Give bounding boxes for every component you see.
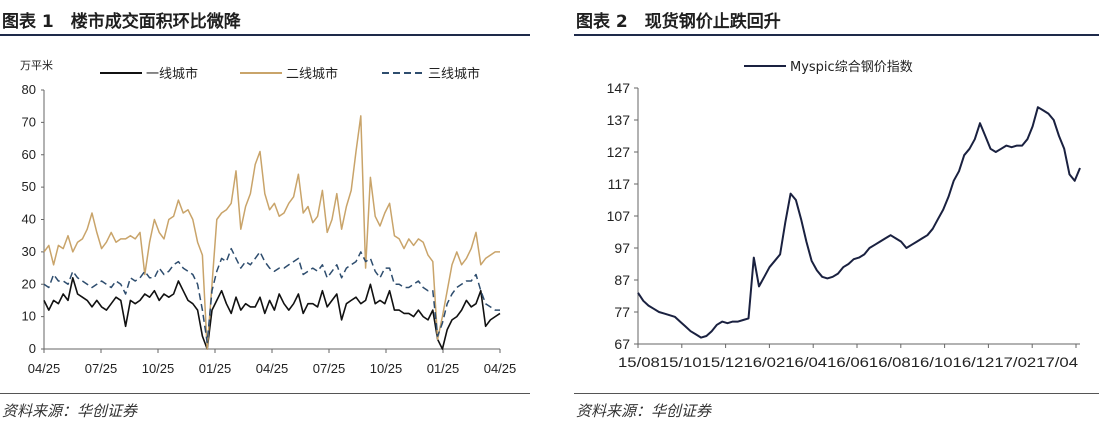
left-x-tick-label: 04/25: [484, 361, 517, 376]
right-y-tick-label: 127: [607, 144, 631, 160]
left-y-tick-label: 40: [22, 212, 36, 227]
right-y-tick-label: 77: [614, 304, 630, 320]
left-y-tick-label: 80: [22, 82, 36, 97]
right-x-tick-labels: 15/0815/1015/1216/0216/0416/0616/0816/10…: [618, 354, 1078, 370]
left-legend-label: 二线城市: [286, 66, 338, 82]
left-series-line: [43, 247, 500, 344]
left-series-line: [43, 276, 501, 350]
right-series-line: [637, 106, 1081, 339]
left-x-tick-label: 01/25: [427, 361, 460, 376]
left-chart-svg: 万平米 0 10 20 30 40 50 60 70 80 04/25 07/25 10/25 01/25…: [20, 59, 517, 376]
left-y-unit-label: 万平米: [20, 59, 53, 72]
left-series-line: [43, 115, 500, 350]
left-bottom-rule: [0, 393, 530, 394]
left-source-note: 资料来源：华创证券: [2, 402, 138, 420]
left-chart-panel: 图表 1 楼市成交面积环比微降 万平米 0 10 20 30 40 50 60 70 80 04/2…: [0, 0, 530, 434]
left-y-tick-label: 20: [22, 276, 36, 291]
right-y-tick-label: 117: [608, 176, 631, 192]
right-y-tick-label: 107: [607, 208, 631, 224]
right-y-tick-label: 137: [607, 112, 631, 128]
left-x-tick-label: 04/25: [256, 361, 289, 376]
left-x-tick-label: 10/25: [142, 361, 175, 376]
right-chart-panel: 图表 2 现货钢价止跌回升 67 77 87 97 107 117 127 137 147 15/…: [574, 0, 1099, 434]
left-title-bar: 图表 1 楼市成交面积环比微降: [0, 0, 530, 32]
right-legend-label: Myspic综合钢价指数: [790, 60, 913, 75]
right-source-note: 资料来源：华创证券: [576, 402, 712, 420]
right-y-tick-label: 67: [614, 336, 630, 352]
left-x-tick-label: 10/25: [370, 361, 403, 376]
right-bottom-rule: [574, 393, 1099, 394]
left-title-rule: [0, 34, 530, 36]
right-y-tick-label: 147: [607, 80, 631, 96]
left-x-tick-label: 07/25: [313, 361, 346, 376]
right-title-bar: 图表 2 现货钢价止跌回升: [574, 0, 1099, 32]
right-chart-svg: 67 77 87 97 107 117 127 137 147 15/0815/1015/1216…: [607, 60, 1081, 370]
left-legend-label: 一线城市: [146, 66, 198, 82]
right-title-rule: [574, 34, 1099, 36]
left-x-tick-label: 01/25: [199, 361, 232, 376]
left-chart-title: 图表 1 楼市成交面积环比微降: [2, 12, 241, 32]
right-chart-title: 图表 2 现货钢价止跌回升: [576, 12, 781, 32]
left-x-tick-label: 04/25: [28, 361, 61, 376]
left-legend-label: 三线城市: [428, 66, 480, 82]
left-y-tick-label: 0: [29, 341, 36, 356]
left-y-tick-label: 60: [22, 147, 36, 162]
right-y-tick-label: 97: [614, 240, 630, 256]
left-x-tick-label: 07/25: [85, 361, 118, 376]
left-y-tick-label: 50: [22, 179, 36, 194]
left-y-tick-label: 30: [22, 244, 36, 259]
left-y-tick-label: 70: [22, 114, 36, 129]
left-y-tick-label: 10: [22, 309, 36, 324]
right-y-tick-label: 87: [614, 272, 630, 288]
